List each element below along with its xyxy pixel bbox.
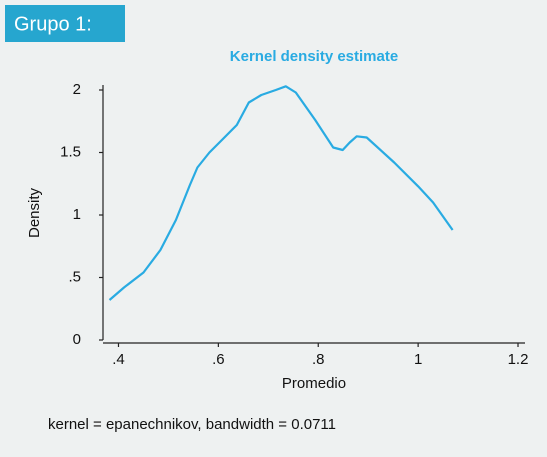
y-tick-label: 1 — [73, 206, 81, 223]
y-tick-label: 2 — [73, 81, 81, 98]
x-tick-label: .4 — [112, 351, 125, 368]
x-tick-label: 1 — [414, 351, 422, 368]
chart-title: Kernel density estimate — [230, 48, 398, 65]
x-axis-label: Promedio — [282, 375, 346, 392]
density-line — [108, 85, 454, 301]
y-axis-label: Density — [26, 187, 43, 238]
x-tick-label: .8 — [312, 351, 325, 368]
y-tick-label: .5 — [68, 268, 81, 285]
header-box — [5, 5, 125, 42]
x-tick-label: .6 — [212, 351, 225, 368]
x-tick-label: 1.2 — [508, 351, 529, 368]
header-title: Grupo 1: — [14, 13, 92, 35]
y-tick-label: 1.5 — [60, 143, 81, 160]
note: kernel = epanechnikov, bandwidth = 0.071… — [48, 416, 336, 433]
y-tick-label: 0 — [73, 331, 81, 348]
